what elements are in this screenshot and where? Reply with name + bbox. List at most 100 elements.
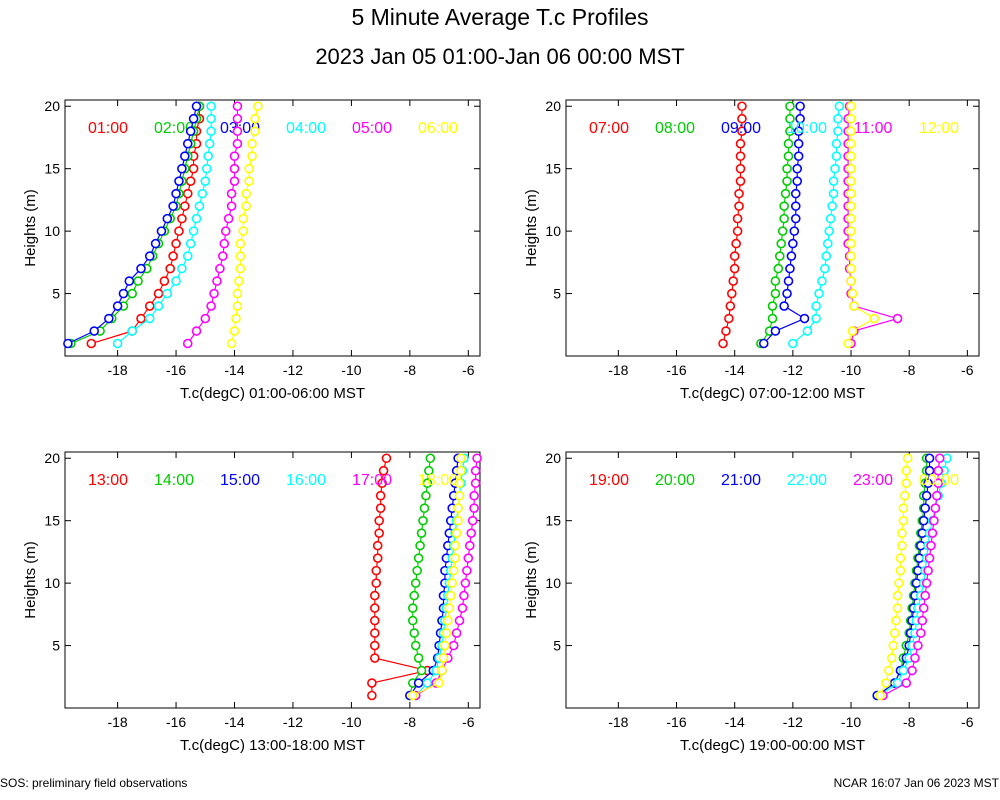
- legend-19:00: 19:00: [589, 472, 629, 489]
- x-tick-label: -6: [961, 362, 974, 378]
- data-point: [820, 263, 830, 274]
- data-point: [437, 665, 447, 676]
- data-point: [444, 603, 455, 613]
- data-point: [847, 288, 858, 299]
- data-point: [369, 653, 380, 663]
- x-axis-label: T.c(degC) 19:00-00:00 MST: [680, 737, 865, 754]
- footer-note: SOS: preliminary field observations: [0, 776, 188, 790]
- data-point: [144, 313, 155, 324]
- data-point: [232, 138, 243, 149]
- data-point: [112, 301, 123, 311]
- data-point: [933, 478, 944, 489]
- series-06:00: [226, 101, 263, 349]
- data-point: [825, 213, 836, 224]
- data-point: [86, 338, 97, 349]
- y-tick-label: 5: [52, 286, 60, 302]
- data-point: [168, 251, 178, 261]
- x-tick-label: -10: [341, 362, 361, 378]
- data-point: [244, 163, 254, 174]
- data-point: [892, 313, 903, 324]
- x-tick-label: -6: [462, 714, 475, 730]
- data-point: [831, 138, 842, 149]
- x-tick-label: -18: [107, 362, 127, 378]
- data-point: [235, 238, 246, 249]
- data-point: [410, 640, 421, 651]
- data-point: [206, 101, 216, 112]
- data-point: [788, 338, 798, 349]
- legend-13:00: 13:00: [88, 472, 128, 489]
- data-point: [793, 126, 804, 137]
- data-point: [732, 226, 743, 236]
- data-point: [875, 690, 885, 701]
- data-point: [892, 590, 903, 601]
- data-point: [127, 288, 138, 299]
- data-point: [185, 238, 196, 249]
- data-point: [174, 226, 184, 236]
- data-point: [846, 263, 856, 274]
- data-point: [718, 338, 728, 349]
- series-03:00: [63, 101, 202, 349]
- x-tick-label: -12: [783, 362, 803, 378]
- legend-20:00: 20:00: [655, 472, 695, 489]
- data-point: [209, 288, 219, 299]
- legend-18:00: 18:00: [418, 472, 458, 489]
- data-point: [732, 213, 743, 224]
- data-point: [900, 490, 910, 501]
- legend-11:00: 11:00: [854, 120, 893, 137]
- data-point: [375, 490, 386, 501]
- data-point: [793, 138, 804, 149]
- data-point: [934, 453, 945, 464]
- y-tick-label: 10: [545, 575, 561, 591]
- data-point: [231, 313, 241, 324]
- panel-3: -18 -16 -14 -12 -10 -8 -6 5 10 15 20 T.c(degC) 13:0…: [22, 450, 482, 754]
- data-point: [171, 238, 181, 249]
- data-point: [782, 176, 792, 186]
- data-point: [220, 226, 231, 236]
- y-tick-label: 5: [553, 286, 561, 302]
- data-point: [460, 578, 471, 588]
- data-point: [789, 226, 800, 236]
- data-point: [241, 188, 251, 199]
- data-point: [735, 138, 746, 149]
- data-point: [367, 690, 377, 701]
- data-point: [219, 238, 230, 249]
- x-tick-label: -6: [961, 714, 974, 730]
- legend-14:00: 14:00: [154, 472, 194, 489]
- data-point: [846, 113, 856, 124]
- legend-21:00: 21:00: [721, 472, 761, 489]
- plot-frame: [565, 451, 980, 709]
- data-point: [728, 276, 739, 286]
- data-point: [447, 578, 458, 588]
- data-point: [833, 126, 843, 137]
- y-tick-label: 20: [44, 450, 60, 466]
- data-point: [448, 565, 459, 576]
- panel-1: -18 -16 -14 -12 -10 -8 -6 5 10 15 20 T.c(degC) 01:0…: [22, 98, 481, 402]
- data-point: [413, 678, 424, 688]
- data-point: [153, 301, 164, 311]
- data-point: [725, 301, 736, 311]
- data-point: [171, 276, 181, 286]
- data-point: [377, 478, 387, 489]
- data-point: [846, 276, 856, 286]
- series-line: [67, 106, 198, 345]
- y-axis-label: Heights (m): [22, 189, 39, 267]
- data-point: [846, 101, 856, 112]
- data-point: [729, 263, 740, 274]
- data-point: [201, 163, 212, 174]
- x-tick-label: -16: [166, 362, 186, 378]
- x-tick-label: -14: [224, 714, 244, 730]
- data-point: [180, 201, 190, 211]
- x-tick-label: -18: [107, 714, 127, 730]
- data-point: [785, 113, 795, 124]
- data-point: [782, 163, 792, 174]
- data-point: [792, 163, 803, 174]
- x-tick-label: -16: [166, 714, 186, 730]
- data-point: [779, 301, 789, 311]
- data-point: [127, 326, 138, 336]
- panel-2: -18 -16 -14 -12 -10 -8 -6 5 10 15 20 T.c(degC) 07:0…: [523, 98, 980, 402]
- data-point: [369, 603, 380, 613]
- plot-frame: [64, 99, 481, 357]
- legend-06:00: 06:00: [418, 120, 458, 137]
- data-point: [929, 515, 939, 526]
- data-point: [846, 176, 856, 186]
